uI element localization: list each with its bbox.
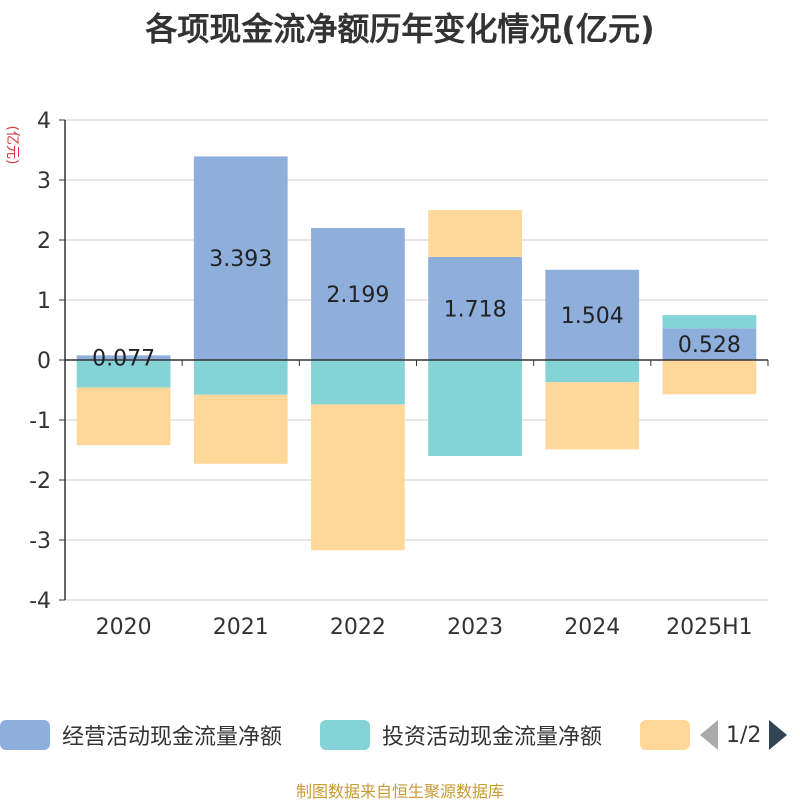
- legend-item-investing[interactable]: 投资活动现金流量净额: [320, 718, 602, 752]
- chart-title: 各项现金流净额历年变化情况(亿元): [145, 10, 655, 48]
- y-axis-title: (亿元): [4, 126, 20, 165]
- bar-segment-s0: [662, 328, 757, 360]
- data-label: 3.393: [209, 247, 272, 272]
- x-tick-label: 2021: [213, 615, 269, 640]
- bar-segment-s0: [193, 156, 288, 360]
- y-tick-label: 1: [37, 289, 51, 314]
- legend: 经营活动现金流量净额 投资活动现金流量净额 1/2: [0, 712, 800, 758]
- y-tick-label: -1: [29, 409, 51, 434]
- bar-segment-s0: [428, 256, 522, 360]
- bar-segment-s1: [76, 360, 171, 388]
- y-tick-label: 0: [37, 349, 51, 374]
- bar-segment-s0: [76, 355, 171, 360]
- x-tick-label: 2025H1: [666, 615, 753, 640]
- y-tick-label: -4: [29, 589, 51, 614]
- bar-segment-s0: [545, 269, 640, 360]
- bar-segment-s2: [545, 382, 640, 450]
- x-tick-label: 2020: [96, 615, 152, 640]
- bar-segment-s1: [662, 315, 757, 329]
- data-label: 1.504: [561, 304, 624, 329]
- bar-segment-s0: [311, 228, 405, 360]
- next-page-icon[interactable]: [769, 720, 788, 750]
- data-label: 1.718: [444, 297, 507, 322]
- legend-swatch-operating: [0, 720, 50, 750]
- axes: 4 3 2 1 0 -1 -2 -3 -4 2020 2021 2022 2023 2024 2025H1: [29, 109, 769, 640]
- bar-segment-s1: [193, 360, 288, 395]
- legend-item-third[interactable]: [640, 718, 690, 752]
- x-tick-label: 2024: [564, 615, 620, 640]
- bar-segment-s2: [193, 394, 288, 464]
- y-tick-label: 2: [37, 229, 51, 254]
- source-note: 制图数据来自恒生聚源数据库: [295, 782, 504, 801]
- legend-swatch-investing: [320, 720, 370, 750]
- y-tick-label: -3: [29, 529, 51, 554]
- legend-item-operating[interactable]: 经营活动现金流量净额: [0, 718, 282, 752]
- pager-text: 1/2: [726, 722, 762, 748]
- bars: [76, 156, 757, 551]
- y-tick-label: 4: [37, 109, 51, 134]
- data-label: 0.528: [678, 333, 741, 358]
- x-tick-label: 2022: [330, 615, 386, 640]
- data-label: 2.199: [326, 283, 389, 308]
- legend-swatch-third: [640, 720, 690, 750]
- legend-label-operating: 经营活动现金流量净额: [62, 725, 283, 750]
- data-label: 0.077: [92, 347, 155, 372]
- bar-segment-s2: [311, 404, 405, 551]
- bar-segment-s1: [545, 360, 640, 383]
- bar-segment-s1: [311, 360, 405, 405]
- legend-pager: 1/2: [700, 718, 800, 752]
- bar-segment-s2: [662, 360, 757, 395]
- legend-label-investing: 投资活动现金流量净额: [382, 725, 603, 750]
- data-labels: 0.077 3.393 2.199 1.718 1.504 0.528: [92, 247, 741, 371]
- x-tick-label: 2023: [447, 615, 503, 640]
- y-tick-label: 3: [37, 169, 51, 194]
- bar-segment-s2: [76, 387, 171, 446]
- y-tick-label: -2: [29, 469, 51, 494]
- bar-segment-s1: [428, 360, 522, 456]
- prev-page-icon[interactable]: [700, 720, 718, 750]
- bar-segment-s2: [428, 210, 522, 257]
- grid-lines: [65, 119, 768, 601]
